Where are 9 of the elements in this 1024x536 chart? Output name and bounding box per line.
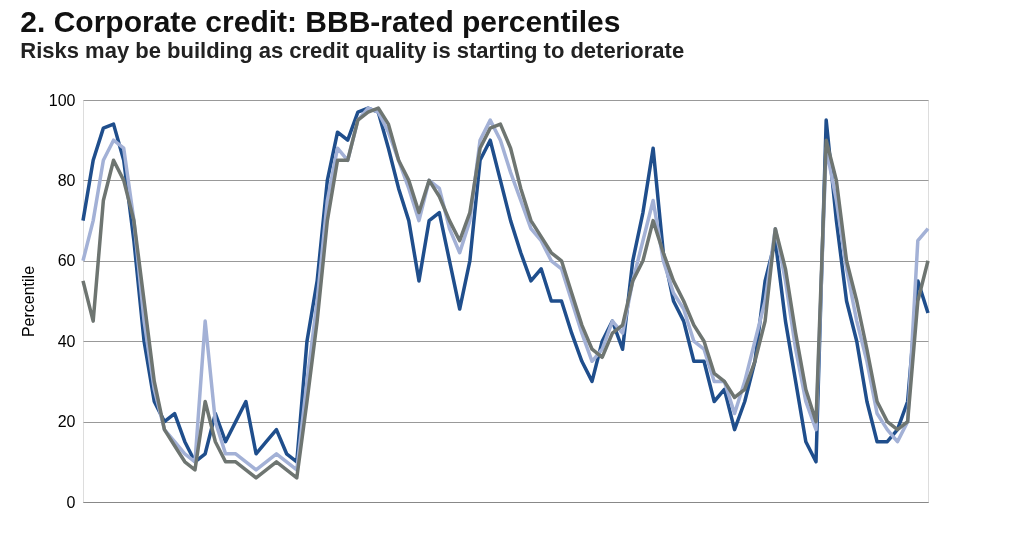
y-tick-label: 40: [57, 332, 76, 350]
y-tick-label: 20: [57, 413, 76, 431]
chart-subtitle: Risks may be building as credit quality is starting to deteriorate: [20, 38, 685, 63]
y-axis-title: Percentile: [19, 265, 37, 338]
y-tick-label: 100: [48, 91, 76, 109]
y-tick-label: 0: [66, 493, 76, 511]
y-tick-label: 60: [57, 252, 76, 270]
y-tick-label: 80: [57, 171, 76, 189]
chart-title: 2. Corporate credit: BBB-rated percentiles: [20, 5, 621, 38]
